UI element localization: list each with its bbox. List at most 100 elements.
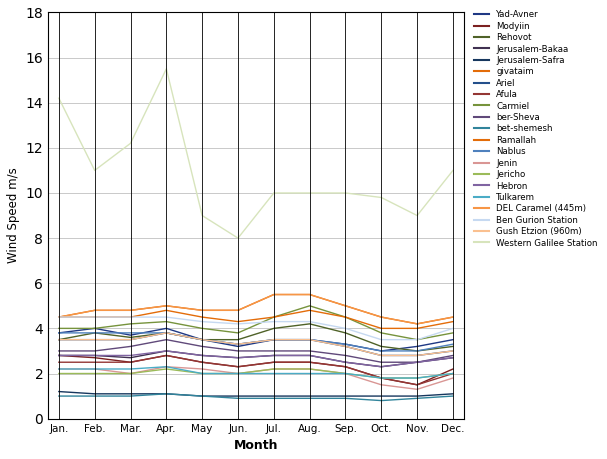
DEL Caramel (445m) xyxy=(413,321,421,327)
DEL Caramel (445m) xyxy=(163,303,170,308)
Tulkarem xyxy=(270,371,277,376)
DEL Caramel (445m) xyxy=(342,303,349,308)
Jerusalem-Bakaa xyxy=(270,353,277,358)
Jericho xyxy=(198,371,206,376)
bet-shemesh xyxy=(378,398,385,403)
DEL Caramel (445m) xyxy=(234,308,242,313)
Ariel xyxy=(127,337,134,342)
Gush Etzion (960m) xyxy=(342,344,349,349)
ber-Sheva xyxy=(91,348,98,354)
Carmiel xyxy=(127,321,134,327)
Ariel xyxy=(198,337,206,342)
Jenin xyxy=(198,366,206,372)
Hebron xyxy=(163,348,170,354)
Carmiel xyxy=(163,319,170,325)
Jerusalem-Safra xyxy=(342,393,349,399)
Jericho xyxy=(413,375,421,381)
Jenin xyxy=(378,382,385,387)
Tulkarem xyxy=(306,371,313,376)
Western Galilee Station xyxy=(306,190,313,196)
Tulkarem xyxy=(127,366,134,372)
Afula xyxy=(306,359,313,365)
Hebron xyxy=(413,359,421,365)
Gush Etzion (960m) xyxy=(127,337,134,342)
bet-shemesh xyxy=(234,396,242,401)
Ramallah xyxy=(234,319,242,325)
Gush Etzion (960m) xyxy=(163,330,170,336)
Ramallah xyxy=(449,319,456,325)
Rehovot xyxy=(342,330,349,336)
Ramallah xyxy=(91,314,98,320)
givataim xyxy=(198,308,206,313)
Ramallah xyxy=(306,308,313,313)
Ariel xyxy=(55,337,63,342)
Gush Etzion (960m) xyxy=(234,341,242,347)
DEL Caramel (445m) xyxy=(449,314,456,320)
givataim xyxy=(378,314,385,320)
Ariel xyxy=(306,337,313,342)
ber-Sheva xyxy=(198,344,206,349)
Nablus xyxy=(127,330,134,336)
Ariel xyxy=(342,344,349,349)
Afula xyxy=(270,359,277,365)
DEL Caramel (445m) xyxy=(127,308,134,313)
Yad-Avner xyxy=(163,325,170,331)
Nablus xyxy=(342,341,349,347)
Western Galilee Station xyxy=(55,95,63,101)
givataim xyxy=(270,292,277,297)
Yad-Avner xyxy=(127,332,134,338)
Western Galilee Station xyxy=(449,168,456,173)
Nablus xyxy=(413,348,421,354)
Nablus xyxy=(449,341,456,347)
Western Galilee Station xyxy=(413,213,421,218)
Gush Etzion (960m) xyxy=(413,353,421,358)
Gush Etzion (960m) xyxy=(270,337,277,342)
ber-Sheva xyxy=(306,348,313,354)
Jenin xyxy=(270,366,277,372)
Afula xyxy=(413,382,421,387)
bet-shemesh xyxy=(91,393,98,399)
Ramallah xyxy=(270,314,277,320)
Afula xyxy=(449,371,456,376)
Yad-Avner xyxy=(198,337,206,342)
ber-Sheva xyxy=(163,337,170,342)
Legend: Yad-Avner, Modyiin, Rehovot, Jerusalem-Bakaa, Jerusalem-Safra, givataim, Ariel, : Yad-Avner, Modyiin, Rehovot, Jerusalem-B… xyxy=(472,9,600,249)
Tulkarem xyxy=(413,375,421,381)
ber-Sheva xyxy=(378,359,385,365)
Jerusalem-Safra xyxy=(198,393,206,399)
Line: Jerusalem-Bakaa: Jerusalem-Bakaa xyxy=(59,351,453,367)
givataim xyxy=(449,314,456,320)
Line: Rehovot: Rehovot xyxy=(59,324,453,351)
Jericho xyxy=(91,371,98,376)
Jerusalem-Safra xyxy=(127,391,134,397)
Gush Etzion (960m) xyxy=(198,337,206,342)
Yad-Avner xyxy=(378,348,385,354)
Line: Jericho: Jericho xyxy=(59,369,453,378)
Yad-Avner xyxy=(270,337,277,342)
Modyiin xyxy=(306,359,313,365)
Carmiel xyxy=(234,330,242,336)
Nablus xyxy=(91,330,98,336)
Hebron xyxy=(306,353,313,358)
Jerusalem-Bakaa xyxy=(91,353,98,358)
bet-shemesh xyxy=(163,391,170,397)
bet-shemesh xyxy=(449,393,456,399)
Jenin xyxy=(306,366,313,372)
Line: Yad-Avner: Yad-Avner xyxy=(59,328,453,351)
Jerusalem-Safra xyxy=(234,393,242,399)
DEL Caramel (445m) xyxy=(270,292,277,297)
Modyiin xyxy=(378,375,385,381)
Rehovot xyxy=(378,344,385,349)
Hebron xyxy=(198,353,206,358)
Jericho xyxy=(163,366,170,372)
Jenin xyxy=(91,366,98,372)
Ariel xyxy=(270,337,277,342)
Rehovot xyxy=(449,344,456,349)
Jerusalem-Bakaa xyxy=(413,359,421,365)
givataim xyxy=(163,303,170,308)
Tulkarem xyxy=(55,366,63,372)
Rehovot xyxy=(163,330,170,336)
Hebron xyxy=(234,355,242,360)
Carmiel xyxy=(55,325,63,331)
Afula xyxy=(55,359,63,365)
